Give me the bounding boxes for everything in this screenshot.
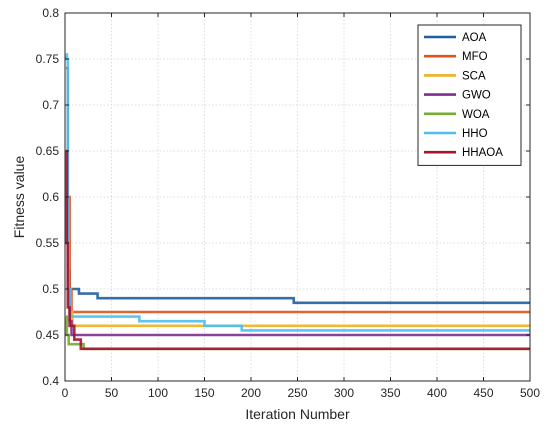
legend-label-hhaoa: HHAOA [462,147,503,159]
x-tick-label: 150 [194,386,214,400]
y-tick-label: 0.6 [42,190,59,204]
x-tick-label: 300 [334,386,354,400]
series-line-hhaoa [65,149,530,351]
x-tick-label: 450 [473,386,493,400]
legend-label-aoa: AOA [462,32,487,44]
series-line-woa [65,315,530,351]
y-tick-label: 0.4 [42,374,59,388]
y-tick-label: 0.55 [36,236,60,250]
x-tick-label: 50 [105,386,119,400]
series-lines [65,53,530,351]
y-tick-label: 0.8 [42,6,59,20]
x-tick-label: 500 [520,386,540,400]
x-tick-label: 0 [62,386,69,400]
x-tick-label: 400 [427,386,447,400]
y-tick-label: 0.75 [36,52,60,66]
legend-label-woa: WOA [462,109,490,121]
ticks: 0 50 100 150 200 250 300 350 400 450 500 0.4 0.45 0.5… [36,6,541,400]
y-axis-label: Fitness value [11,156,27,239]
legend-label-gwo: GWO [462,90,491,102]
y-tick-label: 0.45 [36,328,60,342]
y-tick-label: 0.7 [42,98,59,112]
legend-label-mfo: MFO [462,51,488,63]
x-tick-label: 100 [148,386,168,400]
x-tick-label: 350 [380,386,400,400]
x-axis-label: Iteration Number [245,406,350,422]
legend-label-sca: SCA [462,70,486,82]
x-tick-label: 200 [241,386,261,400]
legend: AOA MFO SCA GWO WOA HHO HHAOA [417,24,522,166]
x-tick-label: 250 [287,386,307,400]
y-tick-label: 0.65 [36,144,60,158]
y-tick-label: 0.5 [42,282,59,296]
legend-label-hho: HHO [462,128,488,140]
